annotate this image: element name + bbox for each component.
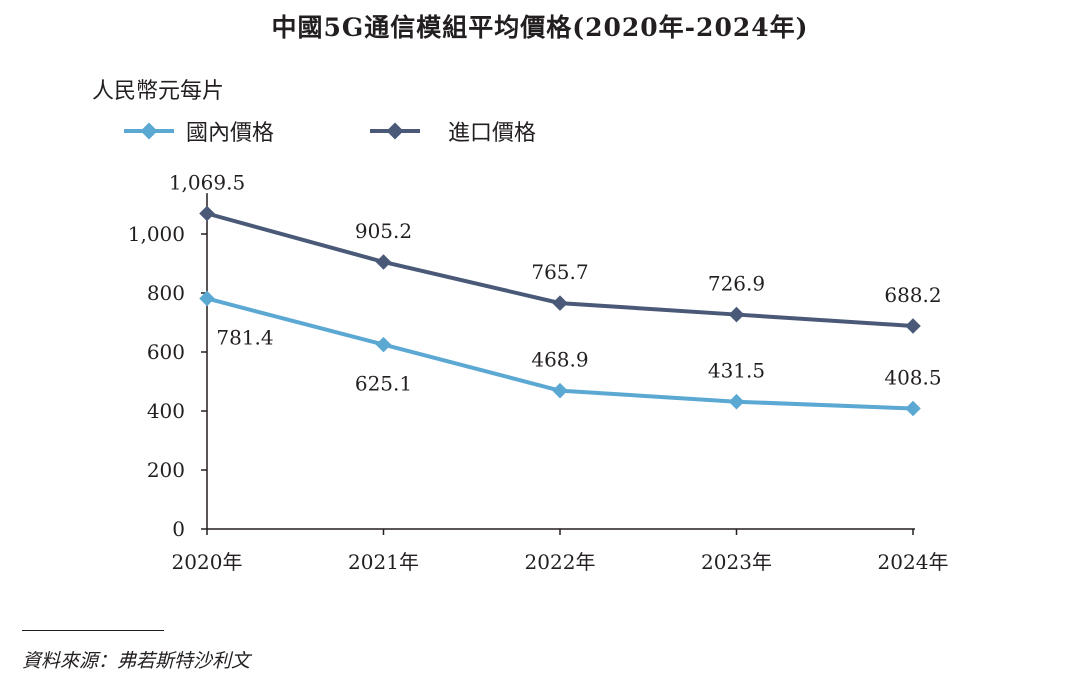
legend-item-import: 進口價格 (370, 116, 536, 146)
data-point-marker (552, 295, 568, 311)
legend-label-import: 進口價格 (448, 121, 537, 146)
data-point-marker (552, 382, 568, 399)
data-point-marker (199, 290, 215, 307)
legend-swatch-domestic (124, 122, 174, 140)
source-divider (22, 630, 164, 631)
chart-title: 中國5G通信模組平均價格(2020年-2024年) (271, 13, 809, 42)
x-tick-label: 2024年 (878, 550, 949, 574)
y-tick-label: 200 (147, 458, 185, 482)
data-point-marker (905, 318, 921, 334)
y-axis-unit-label: 人民幣元每片 (92, 79, 225, 104)
y-tick-label: 600 (147, 340, 185, 364)
x-tick-label: 2023年 (701, 550, 772, 574)
y-tick-label: 0 (172, 517, 185, 541)
y-tick-label: 1,000 (128, 222, 185, 246)
data-label: 688.2 (884, 283, 941, 307)
source-note: 資料來源：弗若斯特沙利文 (22, 650, 251, 672)
x-tick-label: 2021年 (348, 550, 419, 574)
data-point-marker (728, 393, 745, 410)
legend-item-domestic: 國內價格 (124, 116, 274, 146)
data-label: 781.4 (216, 325, 273, 349)
x-tick-label: 2020年 (172, 550, 243, 574)
data-label: 408.5 (884, 365, 941, 389)
data-point-marker (375, 254, 392, 270)
data-label: 431.5 (708, 359, 765, 383)
data-point-marker (375, 336, 392, 353)
data-label: 625.1 (355, 372, 412, 396)
data-point-marker (905, 400, 921, 417)
data-label: 1,069.5 (169, 170, 245, 194)
data-point-marker (199, 205, 215, 222)
y-tick-label: 800 (147, 281, 185, 305)
data-label: 765.7 (531, 260, 588, 284)
legend-label-domestic: 國內價格 (186, 121, 275, 146)
data-label: 905.2 (355, 219, 412, 243)
x-tick-label: 2022年 (525, 550, 596, 574)
data-point-marker (728, 306, 745, 323)
y-tick-label: 400 (147, 399, 185, 423)
legend-swatch-import (370, 122, 420, 140)
data-label: 726.9 (708, 272, 765, 296)
data-label: 468.9 (531, 348, 588, 372)
